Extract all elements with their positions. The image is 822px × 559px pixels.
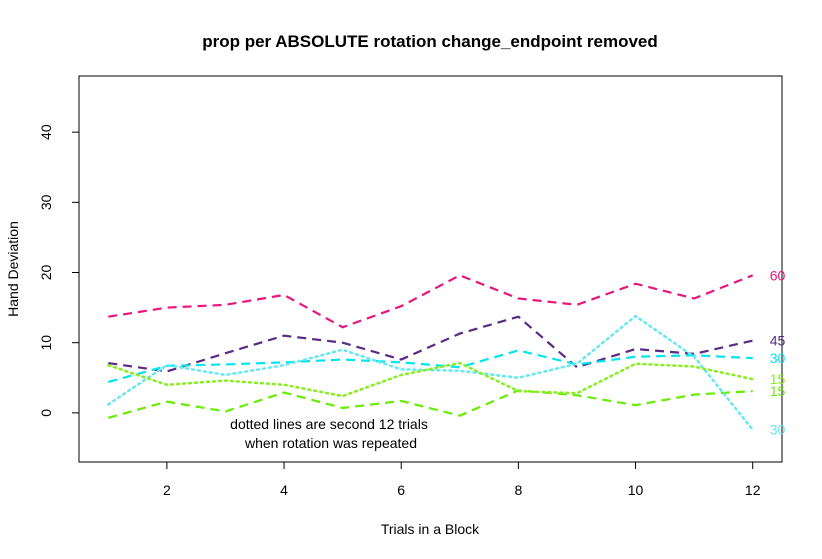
series-end-label: 60 — [770, 267, 786, 283]
series-end-label: 15 — [770, 383, 786, 399]
x-tick-label: 12 — [745, 482, 761, 498]
y-tick-label: 10 — [38, 335, 54, 351]
series-end-label: 30 — [770, 422, 786, 438]
series-end-label: 45 — [770, 333, 786, 349]
annotation-line-2: when rotation was repeated — [244, 435, 417, 451]
y-axis-label: Hand Deviation — [5, 221, 21, 317]
series-end-label: 15 — [770, 371, 786, 387]
x-tick-label: 10 — [628, 482, 644, 498]
series-line-dotted-30 — [107, 314, 754, 431]
y-tick-label: 20 — [38, 265, 54, 281]
x-tick-label: 6 — [397, 482, 405, 498]
y-tick-label: 0 — [38, 409, 54, 417]
annotation-line-1: dotted lines are second 12 trials — [230, 416, 428, 432]
series-layer — [107, 274, 754, 431]
y-tick-label: 30 — [38, 194, 54, 210]
series-line-dashed-60 — [108, 274, 754, 329]
series-line-dotted-15 — [107, 361, 754, 398]
series-line-dashed-30 — [107, 349, 753, 384]
x-tick-label: 8 — [514, 482, 522, 498]
x-axis: 2 4 6 8 10 12 — [163, 461, 761, 498]
series-end-label: 30 — [770, 350, 786, 366]
x-axis-label: Trials in a Block — [381, 521, 480, 537]
chart-title: prop per ABSOLUTE rotation change_endpoi… — [202, 32, 658, 51]
y-tick-label: 40 — [38, 124, 54, 140]
y-axis: 0 10 20 30 40 — [38, 124, 80, 417]
x-tick-label: 2 — [163, 482, 171, 498]
x-tick-label: 4 — [280, 482, 288, 498]
series-line-dashed-15 — [107, 389, 753, 419]
series-line-dashed-45 — [108, 315, 753, 373]
